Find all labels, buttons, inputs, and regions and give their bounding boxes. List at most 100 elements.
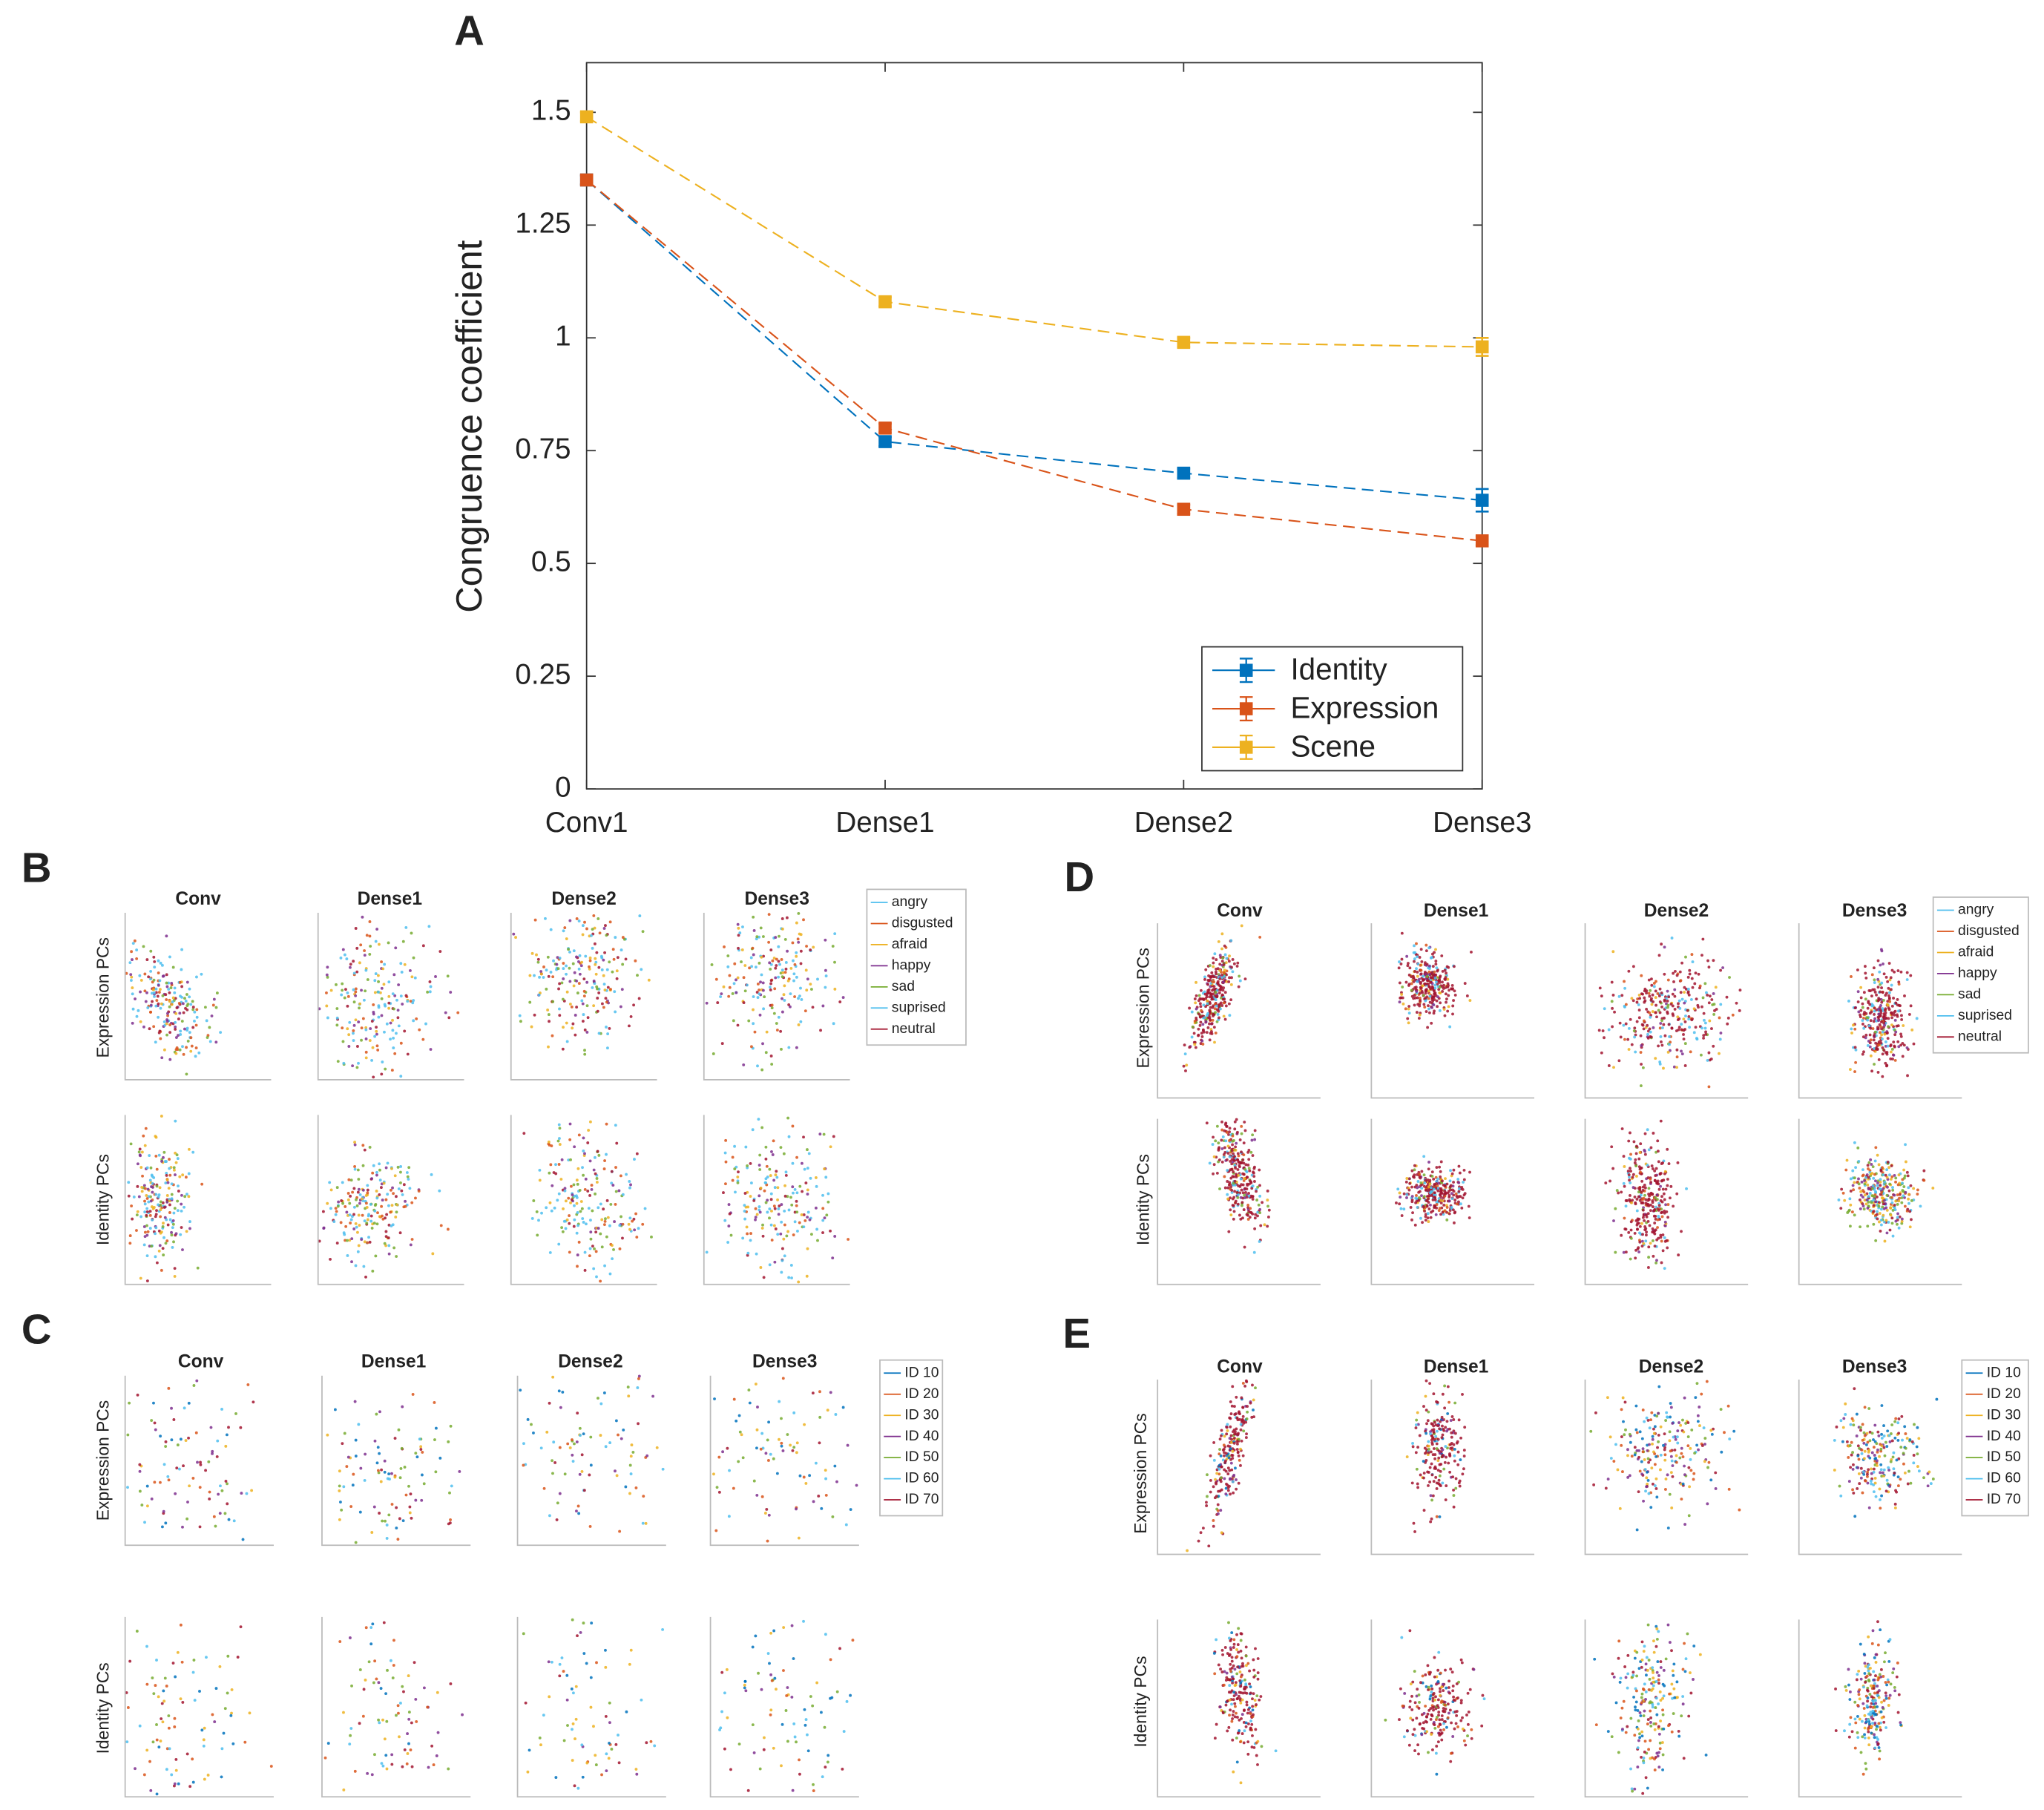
cloud-dot [1636, 1227, 1639, 1231]
cloud-dot [778, 1204, 781, 1207]
cloud-dot [371, 1046, 375, 1049]
cloud-dot [1735, 1001, 1738, 1005]
cloud-dot [754, 965, 758, 969]
cloud-dot [1680, 1230, 1683, 1233]
cloud-dot [793, 1735, 797, 1739]
cloud-dot [1655, 1181, 1659, 1185]
cloud-dot [568, 1122, 572, 1126]
cloud-dot [1866, 1018, 1870, 1022]
cloud-dot [1409, 1206, 1413, 1209]
cloud-dot [410, 931, 413, 935]
cloud-dot [347, 1033, 351, 1037]
cloud-dot [1856, 1000, 1860, 1003]
cloud-dot [1635, 1175, 1638, 1178]
cloud-dot [1647, 991, 1651, 995]
subplot-axes [1370, 923, 1535, 1099]
cloud-dot [154, 1193, 158, 1196]
cloud-dot [1444, 976, 1447, 980]
cloud-dot [1864, 1193, 1867, 1197]
cloud-dot [180, 1209, 183, 1213]
cloud-dot [403, 1029, 407, 1033]
cloud-dot [352, 1000, 356, 1004]
cloud-dot [1603, 1036, 1606, 1040]
cloud-dot [1876, 959, 1880, 963]
cloud-dot [1438, 986, 1442, 989]
cloud-dot [1233, 1179, 1237, 1183]
cloud-dot [746, 1251, 750, 1255]
cloud-dot [1691, 960, 1695, 964]
cloud-dot [168, 1747, 171, 1751]
cloud-dot [575, 1440, 579, 1443]
subplot-title: Dense3 [744, 889, 809, 909]
cloud-dot [1427, 1007, 1430, 1011]
cloud-dot [131, 992, 134, 996]
cloud-dot [1266, 1216, 1270, 1219]
cloud-dot [1410, 1199, 1414, 1201]
cloud-dot [1398, 981, 1401, 985]
cloud-dot [188, 1227, 191, 1230]
cloud-dot [222, 1731, 226, 1735]
y-tick-label: 1.25 [515, 208, 571, 240]
cloud-dot [1400, 957, 1404, 961]
cloud-dot [755, 1213, 759, 1216]
cloud-dot [573, 971, 576, 974]
cloud-dot [422, 1686, 426, 1690]
cloud-dot [203, 1777, 206, 1781]
cloud-dot [1854, 1048, 1858, 1052]
cloud-dot [220, 1489, 224, 1492]
cloud-dot [827, 1200, 830, 1204]
cloud-dot [612, 957, 616, 961]
cloud-dot [724, 1138, 728, 1142]
cloud-dot [576, 991, 579, 995]
cloud-dot [1399, 996, 1403, 1000]
cloud-dot [409, 1492, 413, 1496]
cloud-dot [367, 1213, 370, 1216]
cloud-dot [1233, 1163, 1237, 1167]
cloud-dot [172, 1418, 176, 1421]
cloud-dot [343, 953, 346, 957]
cloud-dot [401, 1685, 404, 1688]
x-tick-label: Conv1 [545, 807, 628, 839]
cloud-dot [1429, 980, 1433, 984]
cloud-dot [1440, 954, 1444, 957]
cloud-dot [1402, 1192, 1406, 1196]
cloud-dot [377, 990, 380, 994]
cloud-dot [1637, 1246, 1640, 1250]
cloud-dot [1645, 1230, 1649, 1234]
cloud-dot [1197, 999, 1200, 1003]
cloud-dot [583, 1250, 587, 1254]
cloud-dot [1434, 1213, 1438, 1216]
cloud-dot [1654, 1196, 1657, 1199]
cloud-dot [1887, 986, 1890, 990]
cloud-dot [548, 1144, 551, 1147]
cloud-dot [1881, 1037, 1884, 1040]
cloud-dot [169, 986, 173, 990]
cloud-dot [435, 1754, 438, 1757]
cloud-dot [329, 1207, 332, 1210]
cloud-dot [597, 1153, 601, 1157]
cloud-dot [1906, 1207, 1910, 1211]
cloud-dot [1708, 1019, 1712, 1023]
x-tick-label: Dense3 [1433, 807, 1531, 839]
cloud-dot [1870, 994, 1873, 998]
cloud-dot [605, 934, 608, 937]
cloud-dot [809, 1176, 812, 1180]
cloud-dot [1902, 1043, 1906, 1047]
cloud-dot [1243, 977, 1247, 981]
cloud-dot [800, 1213, 804, 1216]
cloud-dot [1705, 991, 1708, 994]
cloud-dot [1419, 963, 1422, 967]
cloud-dot [1845, 1158, 1849, 1162]
cloud-dot [608, 1701, 611, 1705]
cloud-dot [1675, 1029, 1678, 1032]
cloud-dot [1398, 1202, 1401, 1206]
cloud-dot [1434, 960, 1438, 963]
cloud-dot [740, 960, 743, 964]
cloud-dot [413, 976, 417, 980]
cloud-dot [826, 1760, 829, 1764]
cloud-dot [1259, 1224, 1263, 1227]
cloud-dot [396, 1165, 400, 1169]
cloud-dot [1258, 1168, 1261, 1172]
cloud-dot [798, 1474, 802, 1478]
cloud-dot [1225, 1158, 1229, 1161]
